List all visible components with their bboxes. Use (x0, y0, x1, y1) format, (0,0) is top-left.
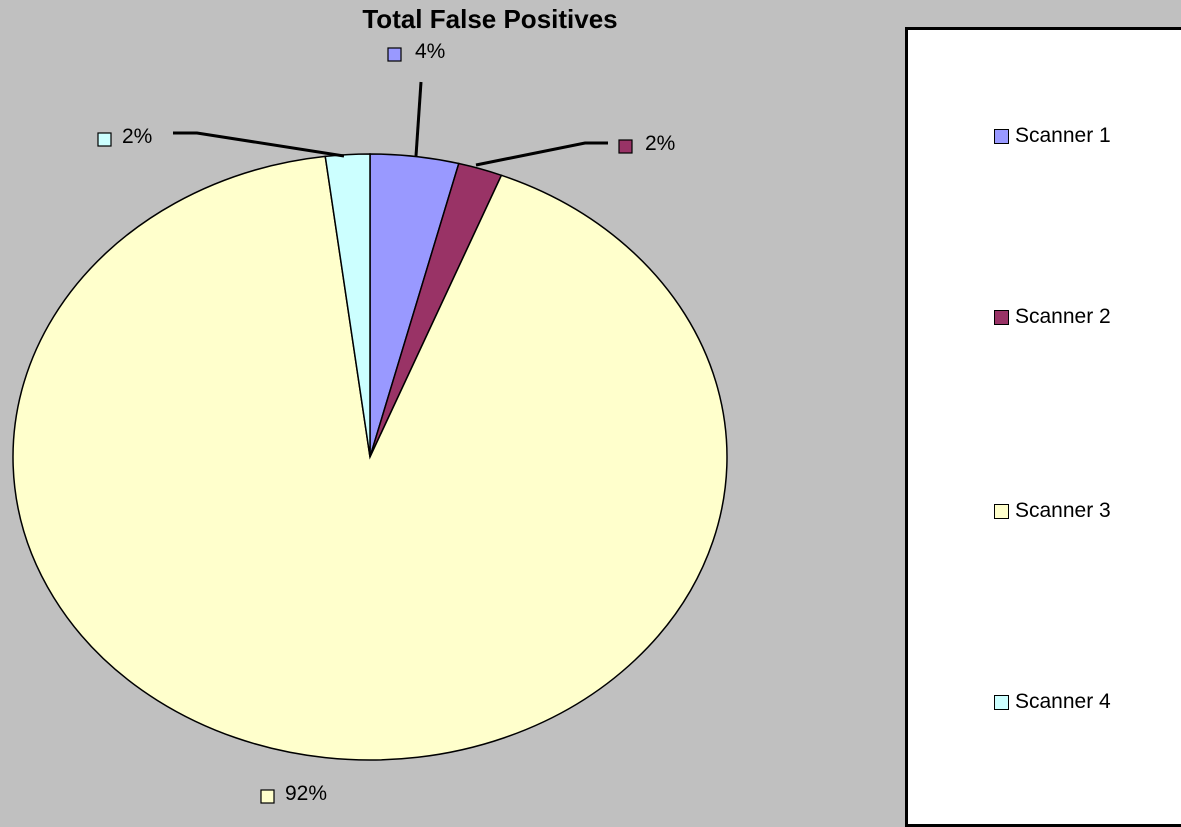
legend-item-scanner-3: Scanner 3 (994, 499, 1111, 523)
data-label-swatch-3 (260, 789, 275, 804)
legend-item-scanner-1: Scanner 1 (994, 124, 1111, 148)
leader-line-1 (414, 81, 423, 157)
chart-title: Total False Positives (362, 4, 618, 34)
data-label-swatch-1 (387, 47, 402, 62)
chart-area: Total False Positives 4% 2% 92% 2% Scanner … (12, 4, 1181, 827)
legend-swatch-scanner-1 (994, 128, 1009, 144)
legend-label-scanner-2: Scanner 2 (1015, 305, 1111, 328)
pie-slice-scanner-4 (324, 153, 371, 458)
data-label-4: 2% (122, 125, 152, 148)
legend-item-scanner-2: Scanner 2 (994, 305, 1111, 329)
legend-label-scanner-4: Scanner 4 (1015, 690, 1111, 713)
data-label-swatch-2 (618, 139, 633, 154)
legend-swatch-scanner-4 (994, 694, 1009, 710)
legend-label-scanner-1: Scanner 1 (1015, 124, 1111, 147)
legend-swatch-scanner-2 (994, 309, 1009, 325)
legend-label-scanner-3: Scanner 3 (1015, 499, 1111, 522)
legend-swatch-scanner-3 (994, 503, 1009, 519)
data-label-2: 2% (645, 132, 675, 155)
leader-line-2 (475, 141, 608, 167)
data-label-3: 92% (285, 782, 327, 805)
leader-line-4 (173, 131, 345, 158)
legend-item-scanner-4: Scanner 4 (994, 690, 1111, 714)
data-label-swatch-4 (97, 132, 112, 147)
pie-chart: 4% 2% 92% 2% (12, 40, 728, 805)
pie-slice-scanner-3 (12, 155, 728, 761)
legend: Scanner 1 Scanner 2 Scanner 3 Scanner 4 (905, 27, 1181, 827)
data-label-1: 4% (415, 40, 445, 63)
